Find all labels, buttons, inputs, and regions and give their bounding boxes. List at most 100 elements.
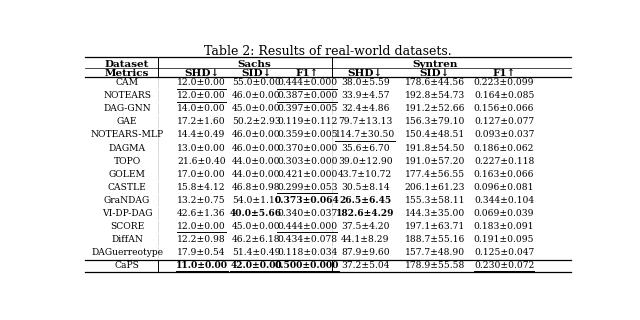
Text: 0.299±0.053: 0.299±0.053 bbox=[277, 183, 337, 192]
Text: 0.223±0.099: 0.223±0.099 bbox=[474, 78, 534, 87]
Text: 197.1±63.71: 197.1±63.71 bbox=[404, 222, 465, 231]
Text: 17.2±1.60: 17.2±1.60 bbox=[177, 117, 226, 126]
Text: 0.303±0.000: 0.303±0.000 bbox=[277, 156, 337, 166]
Text: 0.119±0.112: 0.119±0.112 bbox=[277, 117, 337, 126]
Text: 191.0±57.20: 191.0±57.20 bbox=[404, 156, 465, 166]
Text: 0.186±0.062: 0.186±0.062 bbox=[474, 144, 534, 153]
Text: SHD↓: SHD↓ bbox=[348, 69, 383, 78]
Text: 157.7±48.90: 157.7±48.90 bbox=[404, 248, 465, 257]
Text: 45.0±0.00: 45.0±0.00 bbox=[232, 222, 280, 231]
Text: GOLEM: GOLEM bbox=[109, 170, 145, 179]
Text: DAG-GNN: DAG-GNN bbox=[103, 104, 151, 113]
Text: 155.3±58.11: 155.3±58.11 bbox=[404, 196, 465, 205]
Text: 0.344±0.104: 0.344±0.104 bbox=[474, 196, 534, 205]
Text: 46.0±0.00: 46.0±0.00 bbox=[232, 131, 280, 140]
Text: 46.2±6.18: 46.2±6.18 bbox=[232, 235, 280, 244]
Text: 13.2±0.75: 13.2±0.75 bbox=[177, 196, 226, 205]
Text: 87.9±9.60: 87.9±9.60 bbox=[341, 248, 390, 257]
Text: 43.7±10.72: 43.7±10.72 bbox=[338, 170, 392, 179]
Text: 13.0±0.00: 13.0±0.00 bbox=[177, 144, 226, 153]
Text: 39.0±12.90: 39.0±12.90 bbox=[338, 156, 392, 166]
Text: 14.0±0.00: 14.0±0.00 bbox=[177, 104, 226, 113]
Text: 0.164±0.085: 0.164±0.085 bbox=[474, 91, 534, 100]
Text: 12.0±0.00: 12.0±0.00 bbox=[177, 91, 226, 100]
Text: 40.0±5.66: 40.0±5.66 bbox=[230, 209, 282, 218]
Text: 21.6±0.40: 21.6±0.40 bbox=[177, 156, 226, 166]
Text: 46.0±0.00: 46.0±0.00 bbox=[232, 91, 280, 100]
Text: 54.0±1.10: 54.0±1.10 bbox=[232, 196, 280, 205]
Text: Table 2: Results of real-world datasets.: Table 2: Results of real-world datasets. bbox=[204, 44, 452, 58]
Text: 0.370±0.000: 0.370±0.000 bbox=[277, 144, 337, 153]
Text: F1↑: F1↑ bbox=[492, 69, 516, 78]
Text: 38.0±5.59: 38.0±5.59 bbox=[341, 78, 390, 87]
Text: TOPO: TOPO bbox=[113, 156, 141, 166]
Text: 0.183±0.091: 0.183±0.091 bbox=[474, 222, 534, 231]
Text: CAM: CAM bbox=[116, 78, 139, 87]
Text: 30.5±8.14: 30.5±8.14 bbox=[341, 183, 390, 192]
Text: 0.444±0.000: 0.444±0.000 bbox=[277, 78, 337, 87]
Text: 0.093±0.037: 0.093±0.037 bbox=[474, 131, 534, 140]
Text: 51.4±0.49: 51.4±0.49 bbox=[232, 248, 280, 257]
Text: 32.4±4.86: 32.4±4.86 bbox=[341, 104, 390, 113]
Text: 46.8±0.98: 46.8±0.98 bbox=[232, 183, 280, 192]
Text: 0.125±0.047: 0.125±0.047 bbox=[474, 248, 534, 257]
Text: SID↓: SID↓ bbox=[419, 69, 450, 78]
Text: 17.0±0.00: 17.0±0.00 bbox=[177, 170, 226, 179]
Text: 0.421±0.000: 0.421±0.000 bbox=[277, 170, 337, 179]
Text: F1↑: F1↑ bbox=[296, 69, 319, 78]
Text: 55.0±0.00: 55.0±0.00 bbox=[232, 78, 280, 87]
Text: 0.397±0.005: 0.397±0.005 bbox=[277, 104, 337, 113]
Text: 44.0±0.00: 44.0±0.00 bbox=[232, 170, 280, 179]
Text: 50.2±2.93: 50.2±2.93 bbox=[232, 117, 280, 126]
Text: NOTEARS: NOTEARS bbox=[103, 91, 151, 100]
Text: Metrics: Metrics bbox=[105, 69, 149, 78]
Text: 12.2±0.98: 12.2±0.98 bbox=[177, 235, 226, 244]
Text: 46.0±0.00: 46.0±0.00 bbox=[232, 144, 280, 153]
Text: 0.096±0.081: 0.096±0.081 bbox=[474, 183, 534, 192]
Text: 0.230±0.072: 0.230±0.072 bbox=[474, 261, 534, 270]
Text: 178.6±44.56: 178.6±44.56 bbox=[404, 78, 465, 87]
Text: Sachs: Sachs bbox=[237, 60, 271, 69]
Text: Syntren: Syntren bbox=[412, 60, 458, 69]
Text: 0.156±0.066: 0.156±0.066 bbox=[474, 104, 534, 113]
Text: NOTEARS-MLP: NOTEARS-MLP bbox=[90, 131, 164, 140]
Text: 0.069±0.039: 0.069±0.039 bbox=[474, 209, 534, 218]
Text: 44.0±0.00: 44.0±0.00 bbox=[232, 156, 280, 166]
Text: GAE: GAE bbox=[117, 117, 138, 126]
Text: 0.118±0.034: 0.118±0.034 bbox=[277, 248, 337, 257]
Text: 37.5±4.20: 37.5±4.20 bbox=[341, 222, 390, 231]
Text: DAGuerreotype: DAGuerreotype bbox=[91, 248, 163, 257]
Text: 44.1±8.29: 44.1±8.29 bbox=[341, 235, 390, 244]
Text: 144.3±35.00: 144.3±35.00 bbox=[404, 209, 465, 218]
Text: 192.8±54.73: 192.8±54.73 bbox=[404, 91, 465, 100]
Text: 14.4±0.49: 14.4±0.49 bbox=[177, 131, 226, 140]
Text: 150.4±48.51: 150.4±48.51 bbox=[404, 131, 465, 140]
Text: 188.7±55.16: 188.7±55.16 bbox=[404, 235, 465, 244]
Text: 45.0±0.00: 45.0±0.00 bbox=[232, 104, 280, 113]
Text: 206.1±61.23: 206.1±61.23 bbox=[404, 183, 465, 192]
Text: 12.0±0.00: 12.0±0.00 bbox=[177, 78, 226, 87]
Text: Dataset: Dataset bbox=[105, 60, 149, 69]
Text: 35.6±6.70: 35.6±6.70 bbox=[341, 144, 390, 153]
Text: 191.8±54.50: 191.8±54.50 bbox=[404, 144, 465, 153]
Text: DiffAN: DiffAN bbox=[111, 235, 143, 244]
Text: 156.3±79.10: 156.3±79.10 bbox=[404, 117, 465, 126]
Text: 191.2±52.66: 191.2±52.66 bbox=[404, 104, 465, 113]
Text: 15.8±4.12: 15.8±4.12 bbox=[177, 183, 226, 192]
Text: 0.500±0.000: 0.500±0.000 bbox=[275, 261, 339, 270]
Text: GraNDAG: GraNDAG bbox=[104, 196, 150, 205]
Text: 0.387±0.000: 0.387±0.000 bbox=[277, 91, 337, 100]
Text: 42.0±0.00: 42.0±0.00 bbox=[230, 261, 282, 270]
Text: 26.5±6.45: 26.5±6.45 bbox=[339, 196, 391, 205]
Text: CaPS: CaPS bbox=[115, 261, 140, 270]
Text: 11.0±0.00: 11.0±0.00 bbox=[175, 261, 228, 270]
Text: 33.9±4.57: 33.9±4.57 bbox=[341, 91, 390, 100]
Text: 0.373±0.064: 0.373±0.064 bbox=[275, 196, 340, 205]
Text: SHD↓: SHD↓ bbox=[184, 69, 219, 78]
Text: 0.227±0.118: 0.227±0.118 bbox=[474, 156, 534, 166]
Text: 0.340±0.037: 0.340±0.037 bbox=[277, 209, 337, 218]
Text: 42.6±1.36: 42.6±1.36 bbox=[177, 209, 226, 218]
Text: 0.359±0.005: 0.359±0.005 bbox=[277, 131, 337, 140]
Text: 0.191±0.095: 0.191±0.095 bbox=[474, 235, 534, 244]
Text: 177.4±56.55: 177.4±56.55 bbox=[404, 170, 465, 179]
